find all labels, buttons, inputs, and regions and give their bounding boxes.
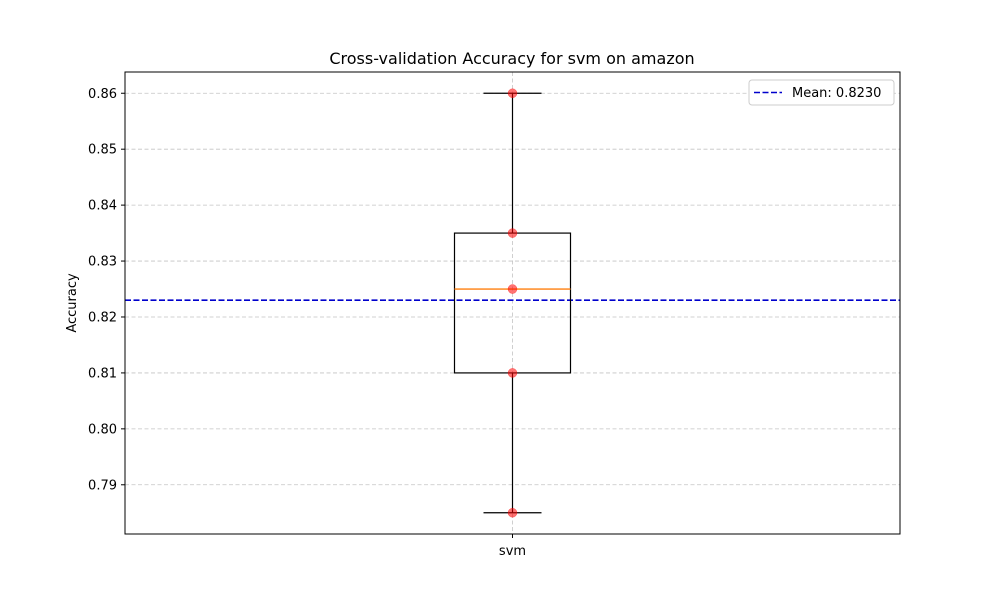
y-tick-label: 0.86 <box>88 87 117 102</box>
y-tick-label: 0.82 <box>88 310 117 325</box>
x-axis: svm <box>499 534 526 559</box>
y-tick-label: 0.80 <box>88 422 117 437</box>
data-point <box>507 284 518 294</box>
chart-title: Cross-validation Accuracy for svm on ama… <box>329 49 694 68</box>
x-tick-label: svm <box>499 544 526 559</box>
y-tick-label: 0.79 <box>88 478 117 493</box>
legend: Mean: 0.8230 <box>748 79 895 106</box>
y-axis: 0.79 0.80 0.81 0.82 0.83 0.84 0.85 0.86 <box>88 87 125 493</box>
y-axis-label: Accuracy <box>65 273 80 333</box>
y-tick-label: 0.83 <box>88 255 117 270</box>
data-points <box>507 88 518 518</box>
y-tick-label: 0.85 <box>88 143 117 158</box>
data-point <box>507 368 518 378</box>
data-point <box>507 88 518 99</box>
data-point <box>507 228 518 238</box>
legend-entry-mean: Mean: 0.8230 <box>792 86 881 101</box>
legend-frame <box>748 79 895 106</box>
y-tick-label: 0.84 <box>88 199 117 214</box>
y-tick-label: 0.81 <box>88 366 117 381</box>
data-point <box>507 507 518 518</box>
